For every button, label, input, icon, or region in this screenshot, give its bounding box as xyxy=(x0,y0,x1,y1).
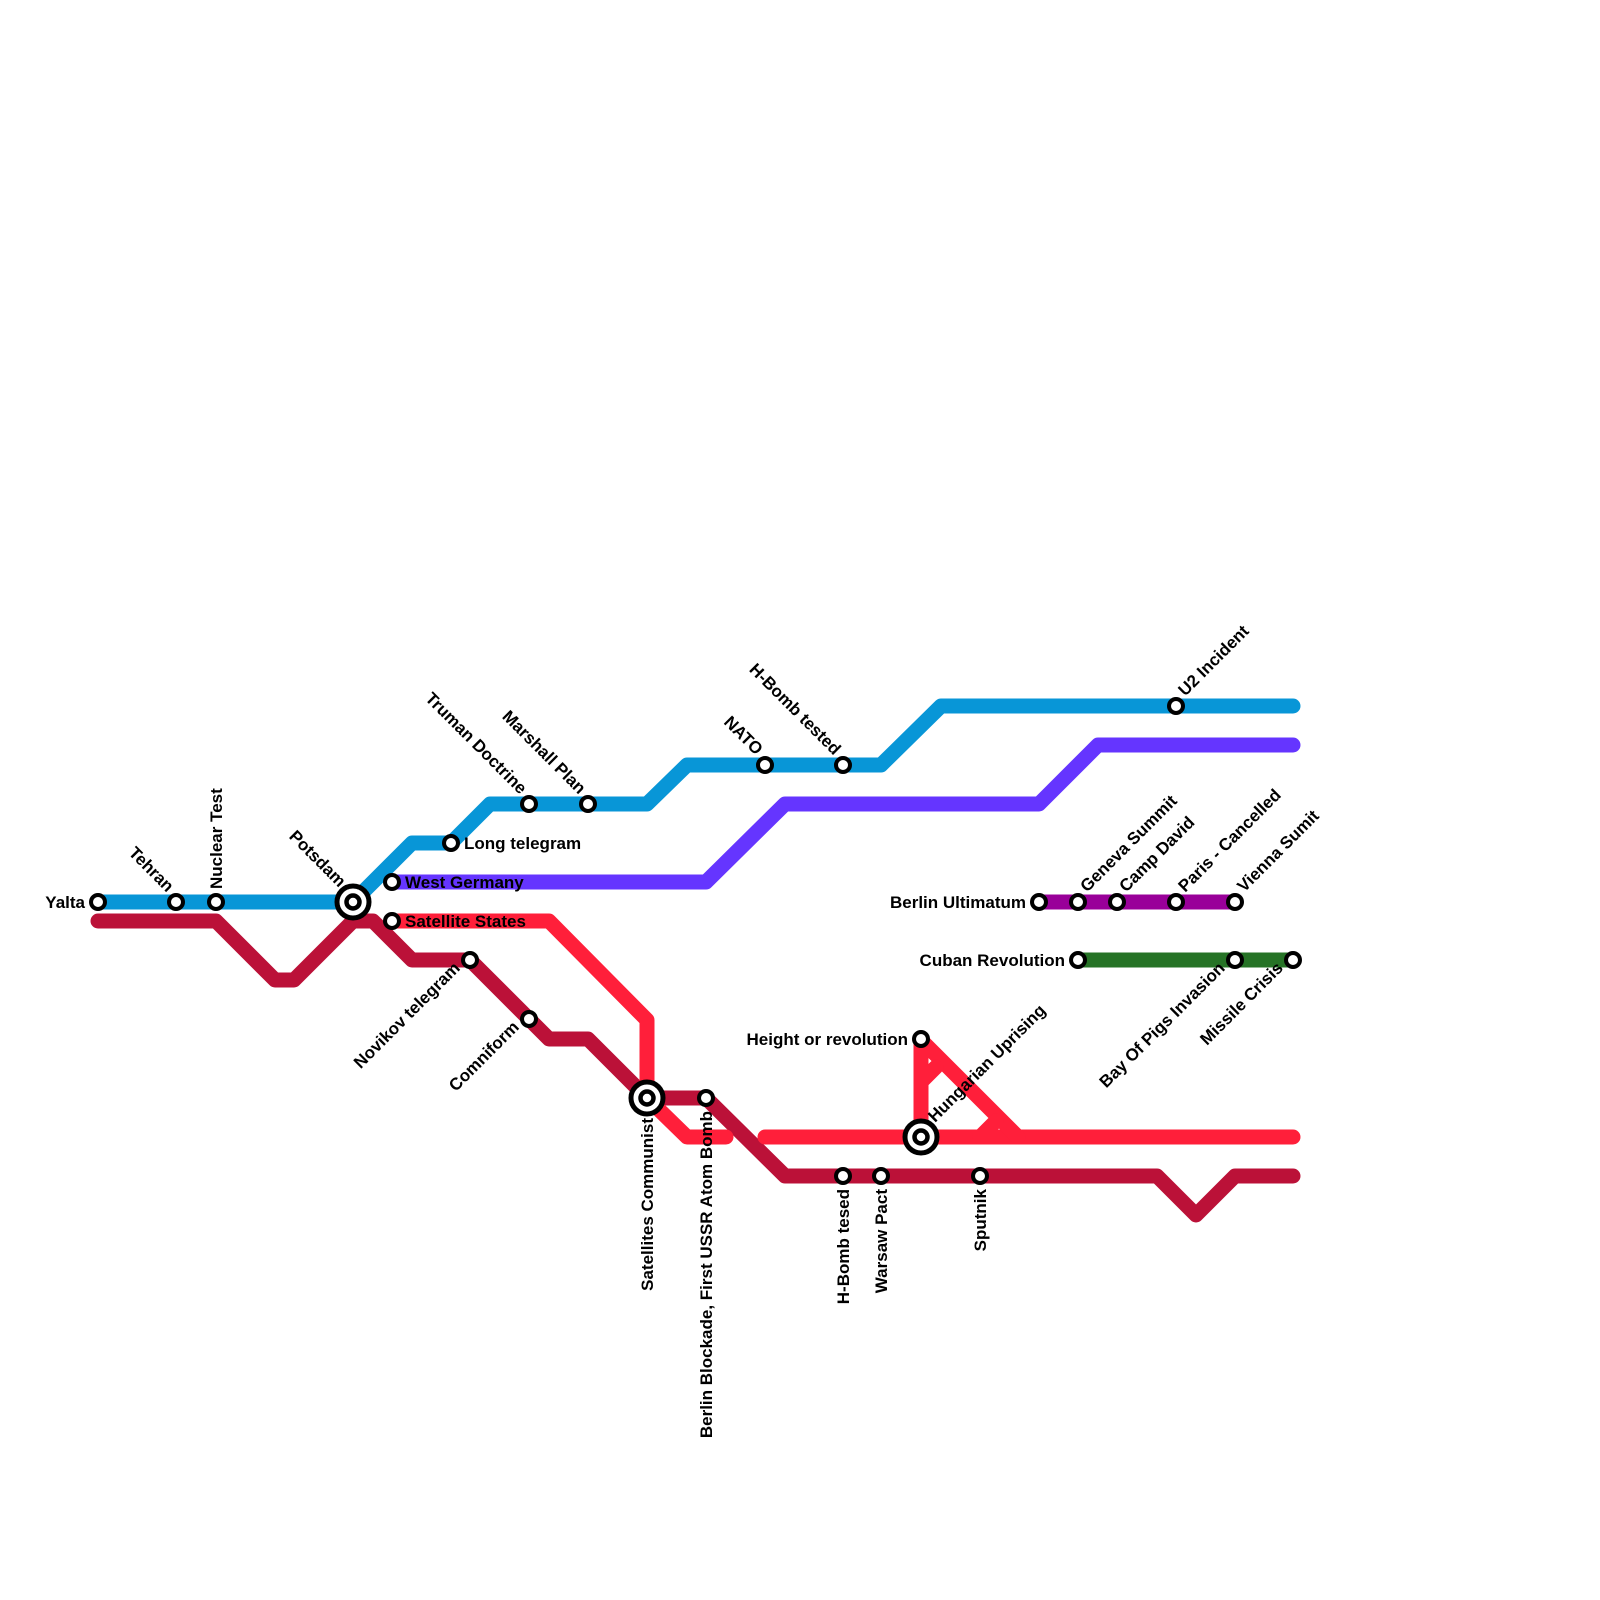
station-marker xyxy=(1284,951,1302,969)
interchange-inner xyxy=(638,1089,656,1107)
station-h-bomb-tested[interactable]: H-Bomb tested xyxy=(746,660,852,774)
station-label: Tehran xyxy=(125,843,178,896)
station-marker xyxy=(520,795,538,813)
station-long-telegram[interactable]: Long telegram xyxy=(442,834,581,853)
red-line xyxy=(913,1059,944,1090)
interchange-inner xyxy=(344,893,362,911)
station-label: H-Bomb tesed xyxy=(834,1189,853,1304)
station-satellites-communist[interactable]: Satellites Communist xyxy=(628,1079,666,1291)
station-novikov-telegram[interactable]: Novikov telegram xyxy=(350,951,479,1072)
station-marker xyxy=(461,951,479,969)
station-warsaw-pact[interactable]: Warsaw Pact xyxy=(872,1167,891,1294)
station-marker xyxy=(207,893,225,911)
station-sputnik[interactable]: Sputnik xyxy=(971,1167,990,1251)
interchange-inner xyxy=(912,1128,930,1146)
station-marker xyxy=(1167,893,1185,911)
station-label: Cuban Revolution xyxy=(920,951,1065,970)
station-marker xyxy=(89,893,107,911)
station-label: NATO xyxy=(720,712,766,758)
station-label: Warsaw Pact xyxy=(872,1189,891,1294)
station-label: Comniform xyxy=(445,1017,523,1095)
station-west-germany[interactable]: West Germany xyxy=(383,873,524,892)
station-label: Nuclear Test xyxy=(207,788,226,889)
station-marker xyxy=(383,873,401,891)
station-label: Berlin Blockade, First USSR Atom Bomb xyxy=(697,1111,716,1438)
station-satellite-states[interactable]: Satellite States xyxy=(383,912,526,931)
blue-line xyxy=(90,698,1301,910)
station-label: Potsdam xyxy=(285,827,349,891)
station-label: Satellites Communist xyxy=(638,1118,657,1291)
station-marker xyxy=(971,1167,989,1185)
red-line xyxy=(384,913,734,1145)
station-label: Yalta xyxy=(45,893,85,912)
station-label: Height or revolution xyxy=(747,1030,909,1049)
station-marker xyxy=(834,1167,852,1185)
station-comniform[interactable]: Comniform xyxy=(445,1010,538,1095)
station-berlin-blockade-first-ussr-atom-bomb[interactable]: Berlin Blockade, First USSR Atom Bomb xyxy=(697,1089,716,1438)
station-label: Novikov telegram xyxy=(350,958,464,1072)
station-marker xyxy=(383,912,401,930)
station-marker xyxy=(1226,893,1244,911)
station-cuban-revolution[interactable]: Cuban Revolution xyxy=(920,951,1087,970)
indigo-line xyxy=(384,737,1301,890)
station-marker xyxy=(1069,893,1087,911)
station-label: Long telegram xyxy=(464,834,581,853)
station-marker xyxy=(756,756,774,774)
station-marker xyxy=(167,893,185,911)
station-label: Satellite States xyxy=(405,912,526,931)
station-label: Sputnik xyxy=(971,1188,990,1251)
crimson-line xyxy=(90,913,1301,1223)
station-label: Truman Doctrine xyxy=(422,689,531,798)
station-marker xyxy=(520,1010,538,1028)
station-nuclear-test[interactable]: Nuclear Test xyxy=(207,788,226,911)
station-marker xyxy=(1108,893,1126,911)
station-marker xyxy=(912,1030,930,1048)
station-label: West Germany xyxy=(405,873,524,892)
station-height-or-revolution[interactable]: Height or revolution xyxy=(747,1030,930,1049)
station-marker xyxy=(442,834,460,852)
station-marker xyxy=(1226,951,1244,969)
station-marker xyxy=(1069,951,1087,969)
station-label: U2 Incident xyxy=(1174,621,1252,699)
station-marshall-plan[interactable]: Marshall Plan xyxy=(499,707,597,813)
station-truman-doctrine[interactable]: Truman Doctrine xyxy=(422,689,538,813)
station-yalta[interactable]: Yalta xyxy=(45,893,107,912)
station-berlin-ultimatum[interactable]: Berlin Ultimatum xyxy=(890,893,1048,912)
station-marker xyxy=(697,1089,715,1107)
station-marker xyxy=(1167,697,1185,715)
station-marker xyxy=(872,1167,890,1185)
station-h-bomb-tesed[interactable]: H-Bomb tesed xyxy=(834,1167,853,1304)
red-line xyxy=(972,1113,1004,1145)
station-marker xyxy=(834,756,852,774)
station-marker xyxy=(579,795,597,813)
station-marker xyxy=(1030,893,1048,911)
station-label: Paris - Cancelled xyxy=(1174,785,1284,895)
station-label: Berlin Ultimatum xyxy=(890,893,1026,912)
